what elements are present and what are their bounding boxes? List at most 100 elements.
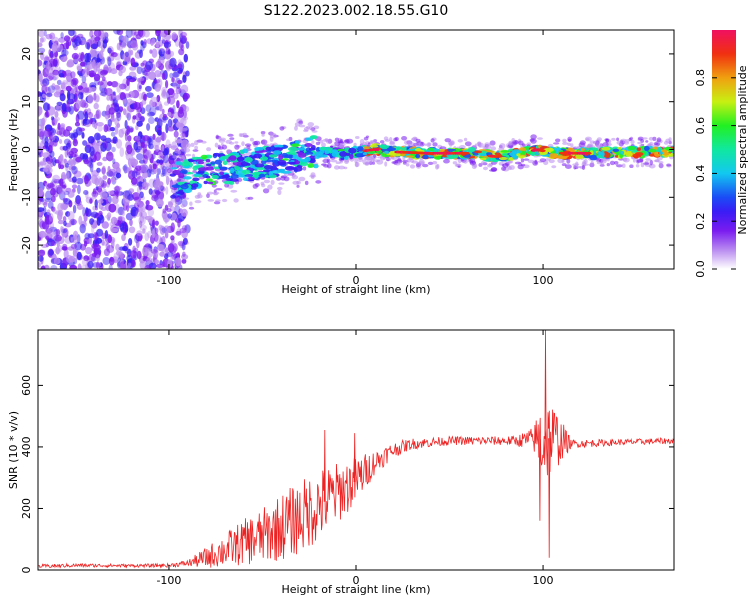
spectrogram-cell — [108, 107, 116, 115]
spectrogram-cell — [229, 167, 235, 173]
spectrogram-cell — [154, 79, 158, 84]
spectrogram-cell — [57, 122, 61, 131]
spectrogram-cell — [537, 137, 543, 140]
spectrogram-cell — [52, 69, 59, 76]
spectrogram-cell — [637, 136, 644, 141]
spectrogram-cell — [601, 146, 611, 151]
spectrogram-cell — [574, 165, 582, 169]
spectrogram-cell — [177, 63, 183, 70]
spectrogram-cell — [180, 132, 186, 138]
spectrogram-cell — [84, 111, 89, 122]
spectrogram-cell — [248, 176, 255, 181]
spectrogram-cell — [609, 160, 616, 166]
spectrogram-cell — [288, 146, 298, 152]
spectrogram-cell — [549, 153, 558, 159]
spectrogram-cell — [659, 162, 663, 167]
spectrogram-cell — [217, 146, 224, 150]
spectrogram-cell — [207, 199, 215, 202]
spectrogram-cell — [157, 168, 161, 175]
spectrogram-cell — [432, 142, 438, 147]
spectrogram-cell — [640, 162, 645, 168]
spectrogram-cell — [38, 198, 42, 205]
spectrogram-cell — [97, 185, 103, 193]
spectrogram-cell — [174, 257, 182, 267]
spectrogram-cell — [70, 243, 78, 250]
spectrogram-cell — [59, 178, 64, 187]
spectrogram-cell — [38, 106, 43, 116]
spectrogram-cell — [222, 160, 228, 166]
spectrogram-cell — [142, 172, 149, 179]
spectrogram-cell — [171, 251, 177, 260]
spectrogram-cell — [59, 93, 66, 102]
spectrogram-cell — [415, 153, 421, 159]
spectrogram-cell — [271, 170, 281, 174]
spectrogram-cell — [174, 149, 178, 154]
spectrogram-cell — [143, 181, 147, 187]
spectrogram-cell — [407, 158, 411, 163]
spectrogram-cell — [178, 39, 184, 50]
spectrogram-cell — [294, 125, 298, 131]
colorbar-tick-label: 0.2 — [694, 212, 707, 230]
spectrogram-cell — [81, 75, 87, 84]
spectrogram-cell — [77, 184, 81, 195]
spectrogram-cell — [180, 183, 189, 190]
spectrogram-cell — [575, 154, 584, 160]
spectrogram-cell — [124, 119, 128, 129]
spectrogram-cell — [66, 101, 70, 111]
spectrogram-cell — [44, 197, 53, 202]
spectrogram-cell — [587, 147, 598, 152]
spectrogram-cell — [51, 43, 58, 53]
spectrogram-cell — [109, 221, 114, 227]
spectrogram-cell — [43, 201, 48, 208]
spectrogram-cell — [161, 72, 166, 80]
spectrogram-cell — [148, 116, 155, 124]
spectrogram-cell — [645, 140, 649, 143]
spectrogram-cell — [104, 141, 112, 152]
spectrogram-cell — [205, 166, 215, 171]
spectrogram-cell — [299, 162, 309, 167]
spectrogram-cell — [616, 137, 620, 142]
spectrogram-cell — [105, 242, 111, 251]
spectrogram-cell — [50, 116, 55, 121]
spectrogram-cell — [457, 139, 463, 143]
spectrogram-cell — [123, 166, 130, 173]
spectrogram-cell — [55, 229, 61, 236]
spectrogram-cell — [87, 260, 94, 269]
spectrogram-cell — [107, 165, 111, 174]
spectrogram-cell — [116, 42, 121, 51]
spectrogram-cell — [227, 133, 234, 137]
spectrogram-cell — [321, 142, 326, 148]
spectrogram-cell — [71, 184, 78, 189]
spectrogram-cell — [473, 163, 478, 168]
spectrogram-cell — [427, 161, 434, 165]
spectrogram-cell — [55, 104, 60, 110]
spectrogram-cell — [128, 226, 136, 234]
spectrogram-cell — [148, 143, 154, 150]
spectrogram-cell — [61, 102, 67, 112]
spectrogram-cell — [215, 188, 223, 191]
spectrogram-cell — [242, 148, 249, 154]
spectrogram-cell — [71, 166, 76, 171]
spectrogram-cell — [150, 96, 158, 103]
spectrogram-cell — [165, 186, 169, 195]
spectrogram-cell — [254, 163, 265, 168]
spectrogram-cell — [128, 170, 136, 180]
spectrogram-cell — [107, 47, 112, 54]
spectrogram-cell — [139, 203, 147, 213]
spectrogram-cell — [200, 154, 208, 160]
spectrogram-cell — [99, 91, 107, 97]
spectrogram-cell — [136, 230, 143, 237]
spectrogram-cell — [530, 150, 536, 157]
spectrogram-cell — [110, 216, 118, 225]
spectrogram-cell — [101, 76, 106, 82]
spectrogram-cell — [136, 239, 140, 249]
spectrogram-cell — [233, 152, 240, 156]
spectrogram-cell — [101, 221, 110, 229]
spectrogram-cell — [296, 147, 306, 151]
x-tick-label: 100 — [533, 574, 554, 587]
spectrogram-cell — [86, 108, 92, 116]
spectrogram-cell — [136, 250, 142, 260]
spectrogram-cell — [387, 147, 396, 151]
spectrogram-cell — [666, 163, 672, 167]
